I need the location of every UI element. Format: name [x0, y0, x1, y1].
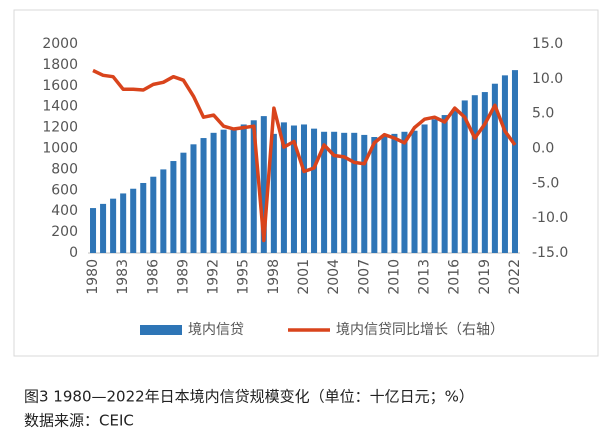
source: 数据来源：CEIC: [24, 412, 134, 430]
legend-swatch: [140, 325, 182, 335]
bar: [210, 132, 217, 253]
y-tick-label: 1400: [42, 99, 78, 115]
bar: [290, 125, 297, 253]
y2-tick-label: -15.0: [532, 245, 568, 261]
chart-border: [13, 9, 599, 357]
bar: [220, 129, 227, 253]
x-tick-label: 1983: [115, 259, 131, 295]
bar: [190, 144, 197, 253]
bar: [110, 198, 117, 253]
bar: [130, 188, 137, 253]
bar: [381, 135, 388, 253]
bar: [331, 131, 338, 253]
bar: [391, 133, 398, 253]
caption: 图3 1980—2022年日本境内信贷规模变化（单位：十亿日元；%）: [24, 388, 474, 406]
bar: [451, 109, 458, 254]
bar: [170, 161, 177, 253]
y-tick-label: 1000: [42, 141, 78, 157]
y2-tick-label: 0.0: [532, 141, 554, 157]
x-tick-label: 1986: [145, 259, 161, 295]
bar: [90, 208, 97, 253]
y-tick-label: 1200: [42, 120, 78, 136]
y2-tick-label: 5.0: [532, 106, 554, 122]
bar: [411, 130, 418, 253]
bar: [461, 100, 468, 254]
y-tick-label: 0: [69, 245, 78, 261]
bar: [311, 128, 318, 253]
bar: [150, 176, 157, 253]
bar: [200, 138, 207, 253]
y-tick-label: 400: [51, 203, 78, 219]
x-tick-label: 1980: [85, 259, 101, 295]
legend-label: 境内信贷: [188, 322, 244, 338]
bar: [260, 116, 267, 253]
bar: [341, 132, 348, 253]
bar: [100, 203, 107, 253]
y2-tick-label: 15.0: [532, 36, 563, 52]
bar: [511, 70, 518, 253]
bar: [300, 124, 308, 253]
bar: [421, 124, 428, 253]
x-tick-label: 1989: [175, 259, 191, 295]
y-tick-label: 2000: [42, 36, 78, 52]
bar: [471, 95, 478, 253]
bar: [250, 120, 257, 253]
bar: [280, 122, 287, 253]
x-tick-label: 2010: [386, 259, 402, 295]
y2-tick-label: 10.0: [532, 71, 563, 87]
y-tick-label: 1800: [42, 57, 78, 73]
y-tick-label: 1600: [42, 78, 78, 94]
x-tick-label: 2007: [356, 259, 372, 295]
x-tick-label: 2001: [296, 259, 312, 295]
bar: [501, 75, 508, 253]
x-tick-label: 1998: [266, 259, 282, 295]
legend-label: 境内信贷同比增长（右轴）: [336, 322, 504, 338]
y-tick-label: 200: [51, 224, 78, 240]
bar: [240, 124, 247, 253]
y2-tick-label: -5.0: [532, 175, 559, 191]
bar: [431, 119, 438, 254]
bar: [481, 92, 488, 253]
bar: [401, 131, 408, 253]
bar: [491, 83, 498, 254]
x-tick-label: 1992: [206, 259, 222, 295]
x-tick-label: 2013: [417, 259, 433, 295]
line: [92, 68, 517, 243]
x-tick-label: 2022: [507, 259, 523, 295]
x-tick-label: 2019: [477, 259, 493, 295]
bar: [270, 133, 277, 253]
bar: [120, 193, 127, 253]
bar: [140, 182, 147, 253]
y-tick-label: 600: [51, 182, 78, 198]
y2-tick-label: -10.0: [532, 210, 568, 226]
bar: [230, 127, 237, 253]
bar: [371, 137, 378, 253]
x-tick-label: 1995: [236, 259, 252, 295]
bar: [351, 132, 358, 253]
bar: [180, 152, 187, 253]
bar: [361, 134, 368, 253]
x-tick-label: 2016: [447, 259, 463, 295]
bar: [441, 115, 448, 253]
x-tick-label: 2004: [326, 259, 342, 295]
bar: [160, 169, 167, 253]
y-tick-label: 800: [51, 161, 78, 177]
bar: [321, 131, 328, 253]
